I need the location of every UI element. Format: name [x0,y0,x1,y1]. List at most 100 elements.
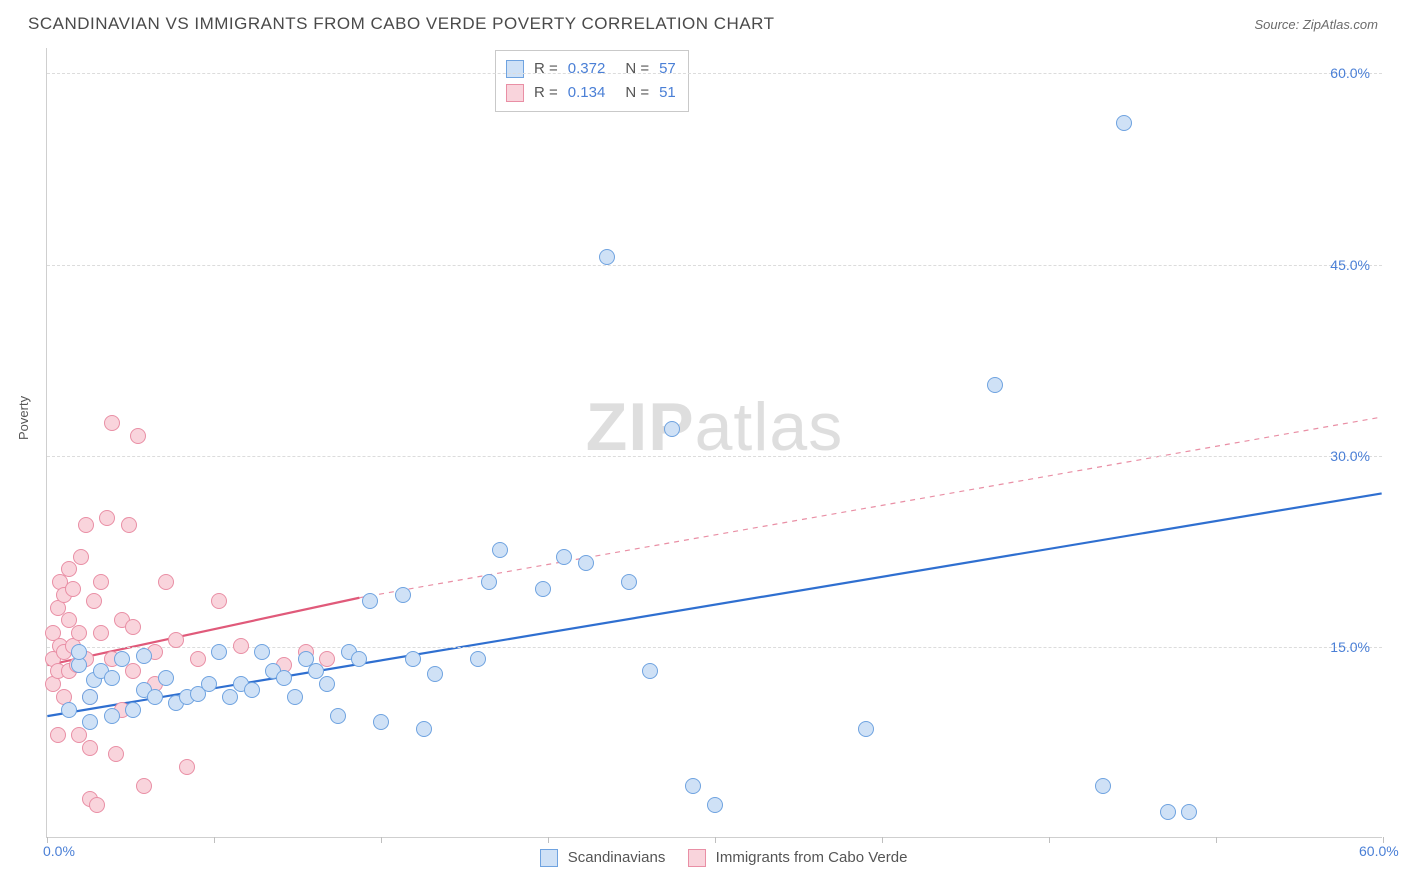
data-point [168,632,184,648]
data-point [233,638,249,654]
x-tick-label: 60.0% [1359,843,1399,859]
data-point [158,574,174,590]
data-point [492,542,508,558]
scatter-plot: ZIPatlas R = 0.372 N = 57 R = 0.134 N = … [46,48,1382,838]
data-point [362,593,378,609]
data-point [481,574,497,590]
legend-label-series2: Immigrants from Cabo Verde [716,849,908,866]
y-tick-label: 15.0% [1330,639,1370,655]
data-point [130,428,146,444]
data-point [125,702,141,718]
watermark: ZIPatlas [586,388,843,466]
data-point [707,797,723,813]
grid-line [47,456,1382,457]
grid-line [47,265,1382,266]
data-point [1095,778,1111,794]
swatch-series1-bottom [540,849,558,867]
data-point [190,651,206,667]
data-point [621,574,637,590]
data-point [104,670,120,686]
data-point [108,746,124,762]
data-point [158,670,174,686]
data-point [1181,804,1197,820]
x-tick [1049,837,1050,843]
data-point [427,666,443,682]
y-tick-label: 30.0% [1330,448,1370,464]
data-point [89,797,105,813]
data-point [685,778,701,794]
data-point [664,421,680,437]
data-point [470,651,486,667]
data-point [1160,804,1176,820]
data-point [125,619,141,635]
data-point [276,670,292,686]
data-point [1116,115,1132,131]
data-point [642,663,658,679]
data-point [71,644,87,660]
x-tick [1216,837,1217,843]
x-tick [381,837,382,843]
data-point [136,778,152,794]
data-point [104,708,120,724]
data-point [73,549,89,565]
data-point [104,415,120,431]
legend-label-series1: Scandinavians [568,849,666,866]
y-tick-label: 60.0% [1330,65,1370,81]
data-point [405,651,421,667]
data-point [65,581,81,597]
y-axis-label: Poverty [16,396,31,440]
data-point [535,581,551,597]
swatch-series2-bottom [688,849,706,867]
data-point [319,651,335,667]
data-point [82,714,98,730]
data-point [416,721,432,737]
data-point [319,676,335,692]
grid-line [47,73,1382,74]
data-point [211,644,227,660]
y-tick-label: 45.0% [1330,257,1370,273]
data-point [578,555,594,571]
x-tick [882,837,883,843]
data-point [201,676,217,692]
stat-row-series2: R = 0.134 N = 51 [506,81,676,105]
data-point [71,625,87,641]
data-point [351,651,367,667]
x-tick [548,837,549,843]
data-point [61,702,77,718]
data-point [244,682,260,698]
data-point [987,377,1003,393]
chart-title: SCANDINAVIAN VS IMMIGRANTS FROM CABO VER… [28,14,775,34]
data-point [86,593,102,609]
data-point [211,593,227,609]
bottom-legend: Scandinavians Immigrants from Cabo Verde [47,849,1382,867]
data-point [93,574,109,590]
data-point [50,727,66,743]
stat-row-series1: R = 0.372 N = 57 [506,57,676,81]
data-point [125,663,141,679]
x-tick [214,837,215,843]
data-point [82,740,98,756]
data-point [858,721,874,737]
data-point [114,651,130,667]
data-point [82,689,98,705]
data-point [99,510,115,526]
data-point [61,561,77,577]
data-point [222,689,238,705]
stat-legend: R = 0.372 N = 57 R = 0.134 N = 51 [495,50,689,112]
data-point [136,648,152,664]
data-point [179,759,195,775]
data-point [599,249,615,265]
data-point [373,714,389,730]
data-point [254,644,270,660]
swatch-series1 [506,60,524,78]
data-point [330,708,346,724]
swatch-series2 [506,84,524,102]
data-point [93,625,109,641]
x-tick-label: 0.0% [43,843,75,859]
data-point [121,517,137,533]
data-point [78,517,94,533]
source-label: Source: ZipAtlas.com [1254,17,1378,32]
data-point [287,689,303,705]
data-point [147,689,163,705]
x-tick [715,837,716,843]
